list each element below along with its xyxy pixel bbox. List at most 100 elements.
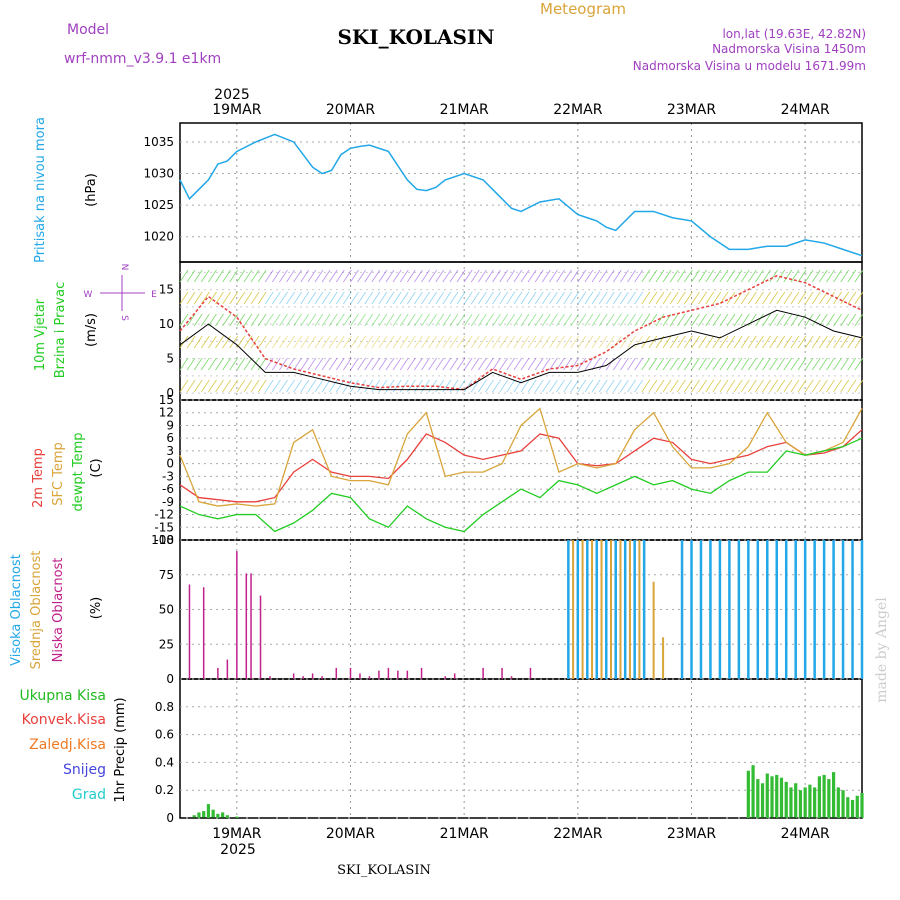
wind-barb (442, 291, 452, 305)
wind-barb (847, 357, 857, 371)
temp-tick: -6 (162, 482, 174, 496)
wind-barb (556, 269, 565, 283)
wind-barb (541, 379, 551, 393)
wind-barb (676, 313, 686, 327)
wind-barb (371, 291, 381, 305)
wind-barb (641, 313, 651, 327)
cloud-tick: 50 (159, 603, 174, 617)
wind-barb (200, 357, 210, 371)
wind-barb (179, 313, 189, 327)
wind-barb (762, 379, 771, 393)
wind-barb (819, 379, 828, 393)
wind-barb (364, 313, 374, 327)
wind-barb (613, 291, 622, 305)
wind-barb (343, 335, 352, 349)
wind-tick: 15 (159, 283, 174, 297)
wind-barb (463, 313, 473, 327)
precip-bar (197, 812, 201, 818)
wind-barb (591, 291, 601, 305)
precip-bar (756, 779, 760, 818)
wind-tick: 0 (166, 386, 174, 400)
wind-barb (684, 357, 693, 371)
wind-barb (343, 357, 352, 371)
wind-barb (392, 335, 402, 349)
wind-barb (385, 313, 395, 327)
wind-barb (279, 291, 288, 305)
wind-barb (272, 357, 281, 371)
year-top: 2025 (214, 87, 250, 103)
wind-barb (222, 291, 231, 305)
wind-barb (428, 291, 437, 305)
wind-barb (634, 313, 643, 327)
wind-barb (570, 269, 580, 283)
wind-barb (449, 291, 459, 305)
wind-barb (783, 313, 793, 327)
day-label-top: 21MAR (440, 102, 489, 118)
wind-barb (335, 335, 345, 349)
wind-barb (797, 313, 807, 327)
wind-barb (399, 357, 409, 371)
wind-barb (449, 357, 459, 371)
day-label-bottom: 22MAR (553, 826, 602, 842)
precip-unit: 1hr Precip (mm) (113, 697, 128, 802)
wind-barb (691, 357, 700, 371)
precip-bar (808, 784, 812, 818)
cloud-label-3: Niska Oblacnost (51, 558, 66, 663)
wind-barb (783, 357, 793, 371)
wind-barb (804, 269, 814, 283)
wind-barb (591, 379, 601, 393)
wind-barb (826, 379, 835, 393)
wind-barb (826, 357, 835, 371)
wind-barb (819, 335, 828, 349)
credit: made by Angel (874, 597, 890, 703)
wind-barb (208, 357, 217, 371)
wind-barb (186, 313, 196, 327)
wind-barb (307, 313, 317, 327)
wind-barb (648, 357, 658, 371)
wind-barb (790, 335, 800, 349)
wind-barb (286, 269, 295, 283)
wind-barb (506, 291, 516, 305)
wind-barb (520, 335, 530, 349)
cloud-tick: 25 (159, 637, 174, 651)
wind-barb (783, 291, 793, 305)
wind-barb (605, 379, 615, 393)
wind-barb (286, 313, 295, 327)
wind-barb (193, 269, 203, 283)
wind-barb (691, 313, 700, 327)
wind-barb (328, 379, 338, 393)
wind-barb (598, 291, 608, 305)
wind-barb (378, 379, 388, 393)
wind-barb (208, 269, 217, 283)
wind-barb (669, 335, 679, 349)
wind-barb (222, 335, 231, 349)
wind-barb (470, 379, 480, 393)
wind-barb (222, 269, 231, 283)
wind-barb (556, 291, 565, 305)
wind-barb (335, 357, 345, 371)
wind-barb (534, 291, 544, 305)
wind-barb (769, 379, 778, 393)
wind-barb (627, 269, 636, 283)
wind-barb (691, 269, 700, 283)
temp-tick: 12 (159, 406, 174, 420)
wind-barb (684, 335, 693, 349)
wind-barb (279, 313, 288, 327)
wind-barb (499, 335, 509, 349)
temp-dewpoint-line (179, 437, 863, 533)
wind-barb (840, 357, 850, 371)
wind-barb (655, 379, 665, 393)
wind-barb (286, 379, 295, 393)
wind-barb (428, 357, 437, 371)
wind-barb (193, 335, 203, 349)
wind-barb (669, 269, 679, 283)
wind-barb (200, 313, 210, 327)
wind-barb (819, 269, 828, 283)
wind-barb (527, 291, 537, 305)
wind-barb (719, 313, 729, 327)
wind-barb (307, 291, 317, 305)
wind-barb (492, 291, 501, 305)
precip-tick: 0.4 (155, 755, 174, 769)
wind-barb (570, 357, 580, 371)
